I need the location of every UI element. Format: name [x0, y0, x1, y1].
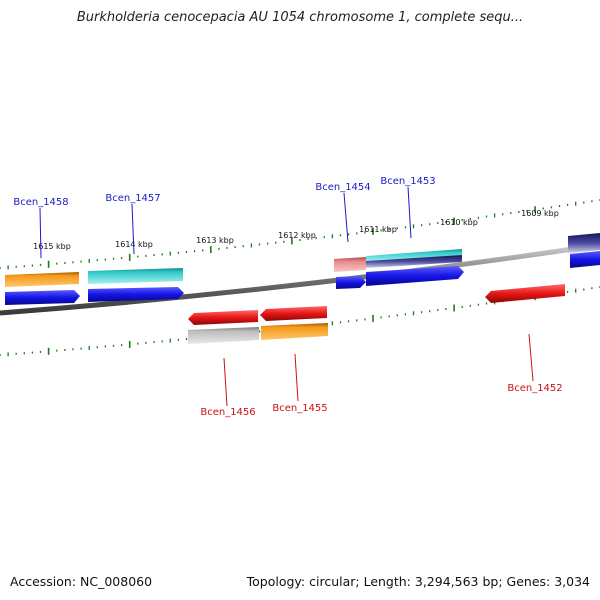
gene-bcen-1457-feature[interactable] [88, 268, 183, 284]
leader-1453 [407, 186, 412, 239]
gene-label-bcen-1454[interactable]: Bcen_1454 [315, 182, 370, 193]
cds-arrow-1458[interactable] [5, 290, 80, 305]
gene-bcen-1454-feature[interactable] [334, 257, 366, 272]
gene-bcen-1456-feature[interactable] [188, 327, 259, 344]
gene-bcen-1453-feature-lower[interactable] [366, 255, 462, 268]
scale-ticks-upper [0, 199, 600, 270]
scale-label-1611: 1611 kbp [359, 225, 397, 234]
cds-arrow-1455[interactable] [260, 306, 327, 321]
forward-cds-row [5, 251, 600, 305]
cds-arrow-1453[interactable] [366, 266, 464, 286]
cds-arrow-right-edge[interactable] [570, 251, 600, 268]
gene-label-bcen-1456[interactable]: Bcen_1456 [200, 407, 255, 418]
gene-label-bcen-1452[interactable]: Bcen_1452 [507, 383, 562, 394]
sequence-title: Burkholderia cenocepacia AU 1054 chromos… [76, 10, 524, 25]
leader-1455 [294, 353, 299, 402]
scale-label-1610: 1610 kbp [440, 218, 478, 227]
cds-arrow-1456[interactable] [188, 310, 258, 325]
reverse-cds-row [188, 284, 565, 325]
accession-label: Accession: NC_008060 [10, 574, 153, 589]
label-leaders [39, 186, 534, 407]
gene-label-bcen-1455[interactable]: Bcen_1455 [272, 403, 327, 414]
gene-label-bcen-1457[interactable]: Bcen_1457 [105, 193, 160, 204]
leader-1458 [39, 207, 42, 259]
leader-1457 [131, 203, 135, 255]
gene-label-bcen-1453[interactable]: Bcen_1453 [380, 176, 435, 187]
reverse-features-row [188, 323, 328, 344]
gene-bcen-1453-feature[interactable] [366, 249, 462, 262]
scale-label-1609: 1609 kbp [521, 209, 559, 218]
cds-arrow-1457[interactable] [88, 287, 184, 302]
scale-label-1613: 1613 kbp [196, 236, 234, 245]
gene-bcen-1458-feature[interactable] [5, 272, 79, 287]
scale-labels: 1615 kbp 1614 kbp 1613 kbp 1612 kbp 1611… [33, 209, 559, 251]
leader-1452 [528, 333, 534, 382]
leader-1454 [343, 192, 349, 243]
scale-label-1612: 1612 kbp [278, 231, 316, 240]
feature-edge-right-1[interactable] [568, 233, 600, 253]
gene-labels: Bcen_1458 Bcen_1457 Bcen_1454 Bcen_1453 … [13, 176, 562, 418]
leader-1456 [223, 357, 228, 407]
gene-label-bcen-1458[interactable]: Bcen_1458 [13, 197, 68, 208]
gene-bcen-1455-feature[interactable] [261, 323, 328, 340]
scale-label-1615: 1615 kbp [33, 242, 71, 251]
cds-arrow-1454[interactable] [336, 276, 366, 289]
chromosome-backbone [0, 242, 600, 316]
topology-summary: Topology: circular; Length: 3,294,563 bp… [246, 574, 590, 589]
forward-features-row1 [5, 233, 600, 287]
cds-arrow-1452[interactable] [485, 284, 565, 303]
